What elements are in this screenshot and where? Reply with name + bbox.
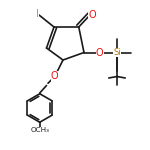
Text: O: O (89, 10, 96, 20)
Text: O: O (96, 48, 103, 57)
Text: Si: Si (113, 48, 121, 57)
Text: OCH₃: OCH₃ (30, 128, 49, 134)
Text: I: I (36, 9, 39, 19)
Text: O: O (51, 71, 59, 81)
